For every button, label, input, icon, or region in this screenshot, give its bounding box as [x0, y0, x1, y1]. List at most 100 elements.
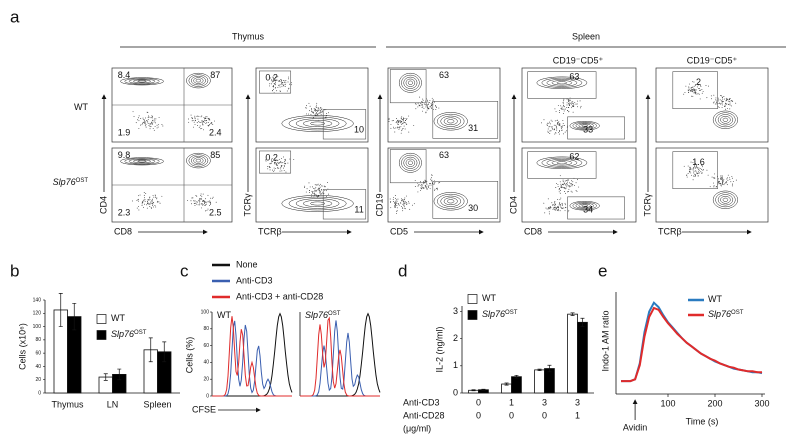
facs-event — [723, 184, 725, 186]
facs-event — [428, 185, 430, 187]
facs-event — [684, 92, 686, 93]
facs-event — [212, 124, 214, 126]
facs-event — [398, 203, 399, 205]
facs-event — [556, 129, 558, 131]
y-tick-label: 80 — [203, 326, 209, 332]
facs-contour — [447, 199, 455, 204]
facs-event — [435, 105, 437, 107]
facs-event — [424, 103, 426, 105]
facs-event — [687, 89, 689, 91]
facs-event — [320, 110, 322, 111]
facs-event — [144, 200, 146, 202]
facs-event — [311, 190, 313, 192]
facs-event — [315, 184, 317, 186]
facs-event — [574, 184, 576, 186]
facs-event — [393, 126, 394, 128]
facs-event — [420, 184, 422, 186]
facs-event — [283, 156, 284, 158]
facs-event — [319, 112, 321, 114]
x-tick-label: 100 — [660, 398, 675, 408]
facs-event — [210, 202, 212, 204]
plot-label-text: WT — [217, 310, 231, 320]
facs-event — [401, 199, 403, 200]
facs-event — [288, 87, 290, 89]
facs-contour — [536, 156, 588, 169]
facs-event — [198, 120, 199, 122]
facs-contour — [581, 124, 588, 127]
facs-event — [312, 192, 313, 194]
facs-event — [426, 184, 428, 186]
facs-event — [400, 132, 402, 134]
facs-event — [547, 128, 549, 130]
facs-event — [563, 182, 565, 184]
facs-event — [429, 188, 431, 190]
facs-event — [693, 175, 695, 177]
facs-event — [421, 107, 423, 108]
facs-event — [569, 104, 571, 106]
facs-event — [571, 191, 573, 193]
facs-event — [138, 206, 139, 207]
facs-event — [393, 197, 395, 199]
facs-event — [208, 119, 210, 121]
facs-event — [565, 180, 567, 181]
facs-event — [561, 206, 563, 208]
facs-event — [275, 168, 277, 170]
gate-frequency: 62 — [569, 151, 579, 161]
facs-event — [564, 204, 566, 206]
facs-event — [563, 106, 565, 108]
facs-event — [316, 102, 318, 104]
facs-contour — [437, 193, 465, 209]
facs-event — [548, 206, 550, 208]
legend-label-text: Slp76 — [708, 309, 731, 319]
facs-event — [269, 85, 270, 87]
facs-event — [155, 206, 157, 208]
facs-event — [405, 195, 407, 197]
facs-event — [323, 185, 325, 187]
facs-event — [567, 191, 569, 192]
facs-event — [201, 203, 203, 205]
facs-event — [152, 123, 154, 125]
facs-event — [433, 190, 435, 191]
facs-event — [408, 115, 410, 117]
facs-event — [275, 76, 277, 78]
facs-event — [556, 123, 558, 125]
facs-event — [278, 163, 280, 165]
facs-event — [149, 196, 151, 198]
facs-event — [573, 102, 574, 104]
facs-event — [435, 107, 437, 108]
facs-event — [400, 205, 402, 207]
facs-event — [561, 187, 562, 189]
facs-event — [429, 183, 431, 185]
facs-event — [408, 201, 410, 203]
gate-frequency: 10 — [354, 125, 364, 135]
facs-event — [396, 213, 397, 214]
facs-event — [572, 183, 574, 185]
y-tick-label: 60 — [203, 343, 209, 349]
y-tick-label: 100 — [201, 309, 210, 315]
facs-event — [143, 194, 145, 196]
facs-event — [552, 207, 554, 209]
facs-event — [691, 86, 693, 88]
facs-event — [425, 104, 427, 106]
facs-event — [206, 203, 208, 205]
facs-event — [549, 130, 551, 132]
facs-event — [154, 126, 156, 128]
facs-event — [555, 127, 557, 128]
facs-event — [558, 110, 560, 112]
facs-event — [413, 125, 415, 126]
histogram-curve — [212, 320, 292, 397]
facs-event — [722, 99, 724, 101]
facs-event — [285, 84, 286, 86]
facs-event — [200, 128, 202, 130]
facs-event — [272, 80, 274, 82]
facs-event — [203, 117, 205, 119]
facs-event — [151, 116, 153, 118]
facs-contour — [440, 115, 462, 127]
error-bar — [537, 368, 542, 372]
facs-event — [138, 127, 140, 129]
facs-event — [275, 162, 277, 164]
facs-event — [726, 182, 728, 184]
error-bar — [580, 317, 585, 327]
facs-event — [315, 186, 317, 188]
facs-event — [566, 185, 568, 187]
